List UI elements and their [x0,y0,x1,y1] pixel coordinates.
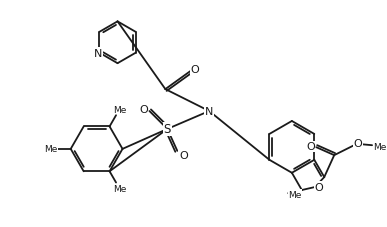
Text: Me: Me [289,190,302,199]
Text: Me: Me [373,142,387,151]
Text: O: O [315,182,324,192]
Text: N: N [94,49,103,59]
Text: Me: Me [113,105,126,114]
Text: O: O [139,105,148,114]
Text: Me: Me [113,184,126,193]
Text: Me: Me [44,145,58,154]
Text: N: N [205,106,213,116]
Text: S: S [164,123,171,136]
Text: O: O [179,150,188,160]
Text: O: O [191,65,200,75]
Text: O: O [354,139,363,148]
Text: O: O [306,142,315,152]
